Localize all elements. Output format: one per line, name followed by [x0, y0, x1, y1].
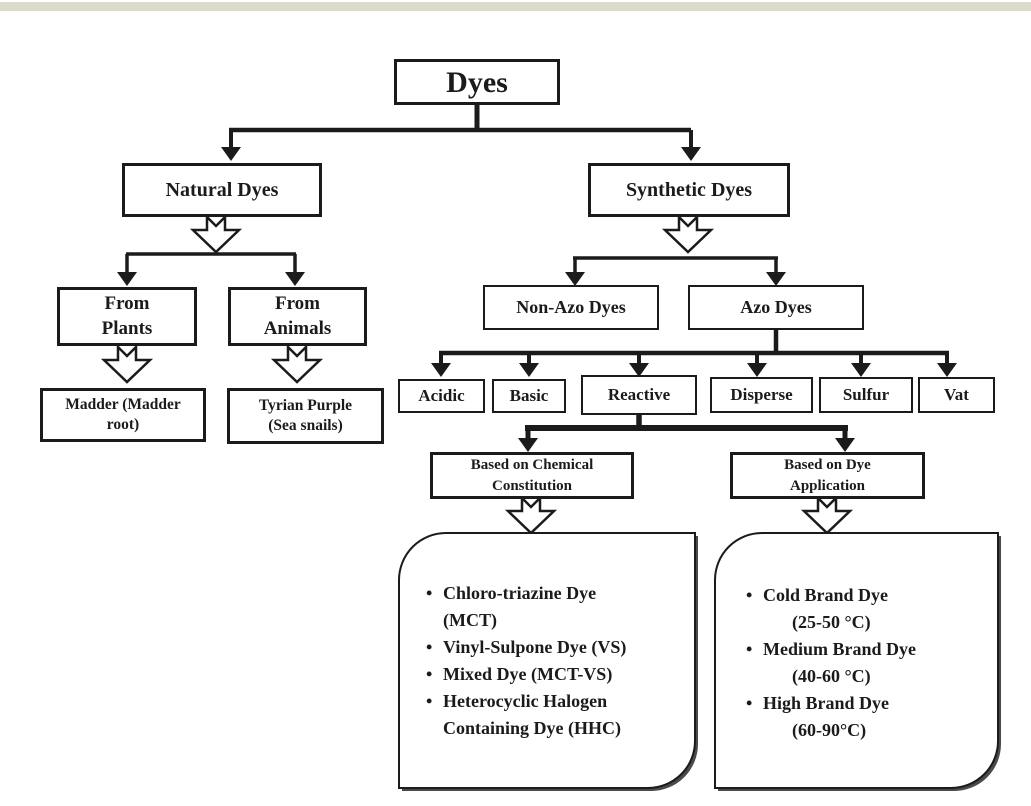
- vat-label: Vat: [944, 384, 969, 404]
- bullet-icon: •: [426, 664, 433, 684]
- solid-down-arrow-icon: [851, 363, 871, 377]
- node-dyes-label: Dyes: [446, 65, 508, 99]
- node-non-azo-dyes: Non-Azo Dyes: [483, 285, 659, 330]
- solid-down-arrow-icon: [518, 438, 538, 452]
- bullet-icon: •: [746, 585, 753, 605]
- node-basic: Basic: [492, 379, 566, 413]
- connector-synthetic-children: [573, 256, 778, 273]
- solid-down-arrow-icon: [285, 272, 305, 286]
- connector-root-to-level1: [229, 104, 693, 148]
- madder-line2: root): [106, 416, 140, 433]
- node-tyrian-purple: Tyrian Purple (Sea snails): [227, 388, 384, 444]
- based-application-line2: Application: [789, 477, 865, 494]
- node-dyes: Dyes: [394, 59, 560, 105]
- node-based-on-chemical: Based on Chemical Constitution: [430, 452, 634, 499]
- list-item-subtext: (40-60 °C): [792, 666, 871, 686]
- madder-line1: Madder (Madder: [65, 395, 181, 413]
- bullet-icon: •: [746, 639, 753, 659]
- list-item-text: Vinyl-Sulpone Dye (VS): [443, 637, 627, 657]
- node-based-on-application: Based on Dye Application: [730, 452, 925, 499]
- solid-down-arrow-icon: [431, 363, 451, 377]
- dye-application-card: • Cold Brand Dye (25-50 °C) • Medium Bra…: [714, 532, 999, 789]
- basic-label: Basic: [509, 385, 549, 405]
- list-item-subtext: (60-90°C): [792, 720, 867, 740]
- acidic-label: Acidic: [418, 385, 465, 405]
- from-animals-line1: From: [274, 292, 321, 314]
- list-item-text: Cold Brand Dye: [763, 585, 889, 605]
- connector-natural-children: [125, 252, 297, 273]
- list-item-text: Mixed Dye (MCT-VS): [443, 664, 613, 684]
- hollow-down-arrow-icon: [191, 215, 241, 254]
- from-plants-line2: Plants: [101, 317, 153, 339]
- tyrian-line1: Tyrian Purple: [258, 396, 353, 414]
- connector-reactive-children: [525, 415, 848, 439]
- solid-down-arrow-icon: [766, 272, 786, 286]
- non-azo-label: Non-Azo Dyes: [516, 296, 626, 317]
- bullet-icon: •: [426, 691, 433, 711]
- node-disperse: Disperse: [710, 377, 813, 413]
- list-item-text: High Brand Dye: [763, 693, 890, 713]
- solid-down-arrow-icon: [221, 147, 241, 161]
- list-item-text: Chloro-triazine Dye: [443, 583, 597, 603]
- solid-down-arrow-icon: [519, 363, 539, 377]
- bullet-icon: •: [746, 693, 753, 713]
- solid-down-arrow-icon: [117, 272, 137, 286]
- solid-down-arrow-icon: [747, 363, 767, 377]
- hollow-down-arrow-icon: [102, 345, 152, 384]
- node-synthetic-dyes-label: Synthetic Dyes: [625, 179, 753, 201]
- bullet-icon: •: [426, 583, 433, 603]
- node-reactive: Reactive: [581, 375, 697, 415]
- based-chemical-line2: Constitution: [491, 477, 573, 494]
- list-item: • High Brand Dye: [746, 690, 989, 717]
- solid-down-arrow-icon: [937, 363, 957, 377]
- from-plants-line1: From: [104, 292, 150, 314]
- list-item-subtext: (25-50 °C): [792, 612, 871, 632]
- connector-azo-types: [439, 329, 949, 364]
- node-synthetic-dyes: Synthetic Dyes: [588, 163, 790, 217]
- based-application-line1: Based on Dye: [784, 457, 871, 474]
- node-azo-dyes: Azo Dyes: [688, 285, 864, 330]
- chemical-constitution-card: • Chloro-triazine Dye (MCT) • Vinyl-Sulp…: [398, 532, 696, 789]
- node-from-plants: From Plants: [57, 287, 197, 346]
- chemical-card-content: • Chloro-triazine Dye (MCT) • Vinyl-Sulp…: [400, 534, 694, 787]
- sulfur-label: Sulfur: [842, 384, 890, 404]
- solid-down-arrow-icon: [835, 438, 855, 452]
- node-from-animals: From Animals: [228, 287, 367, 346]
- node-acidic: Acidic: [398, 379, 485, 413]
- hollow-down-arrow-icon: [663, 215, 713, 254]
- list-item-subtext: Containing Dye (HHC): [443, 718, 622, 738]
- list-item: • Chloro-triazine Dye: [426, 580, 684, 607]
- hollow-down-arrow-icon: [272, 345, 322, 384]
- solid-down-arrow-icon: [681, 147, 701, 161]
- reactive-label: Reactive: [607, 384, 671, 404]
- node-vat: Vat: [918, 377, 995, 413]
- tyrian-line2: (Sea snails): [268, 417, 343, 434]
- bullet-icon: •: [426, 637, 433, 657]
- from-animals-line2: Animals: [263, 317, 332, 339]
- hollow-down-arrow-icon: [506, 496, 556, 535]
- node-natural-dyes-label: Natural Dyes: [165, 179, 279, 201]
- list-item: • Mixed Dye (MCT-VS): [426, 661, 684, 688]
- list-item: • Heterocyclic Halogen: [426, 688, 684, 715]
- azo-label: Azo Dyes: [740, 296, 812, 317]
- disperse-label: Disperse: [730, 384, 793, 404]
- list-item: • Cold Brand Dye: [746, 582, 989, 609]
- node-madder: Madder (Madder root): [40, 388, 206, 442]
- list-item-text: Medium Brand Dye: [763, 639, 916, 659]
- list-item: • Medium Brand Dye: [746, 636, 989, 663]
- application-card-content: • Cold Brand Dye (25-50 °C) • Medium Bra…: [716, 534, 997, 787]
- hollow-down-arrow-icon: [802, 496, 852, 535]
- list-item-text: Heterocyclic Halogen: [443, 691, 608, 711]
- solid-down-arrow-icon: [565, 272, 585, 286]
- based-chemical-line1: Based on Chemical: [470, 457, 594, 474]
- node-sulfur: Sulfur: [819, 377, 913, 413]
- node-natural-dyes: Natural Dyes: [122, 163, 322, 217]
- list-item-subtext: (MCT): [443, 610, 497, 630]
- page-top-strip: [0, 2, 1031, 11]
- list-item: • Vinyl-Sulpone Dye (VS): [426, 634, 684, 661]
